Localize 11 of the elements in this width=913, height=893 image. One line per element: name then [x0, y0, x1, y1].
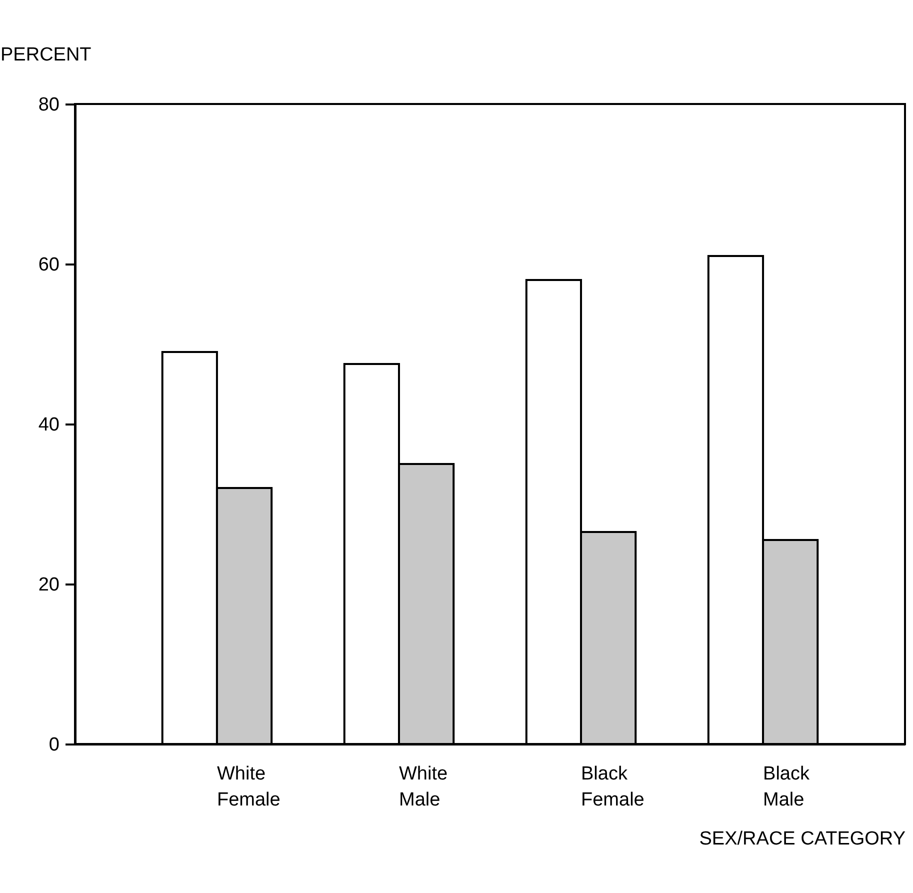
x-tick-label: White Female	[216, 764, 280, 810]
x-axis-title: SEX/RACE CATEGORY	[699, 828, 906, 850]
y-tick-label: 60	[38, 254, 60, 276]
y-tick-label: 0	[48, 734, 60, 756]
x-tick-label: Black Male	[763, 764, 810, 810]
x-tick-label: White Male	[398, 764, 448, 810]
x-tick-label: Black Female	[581, 764, 644, 810]
y-axis-title: PERCENT	[0, 44, 92, 66]
y-tick-label: 40	[38, 414, 60, 436]
y-tick-label: 80	[38, 94, 60, 116]
y-tick-label: 20	[38, 574, 60, 596]
